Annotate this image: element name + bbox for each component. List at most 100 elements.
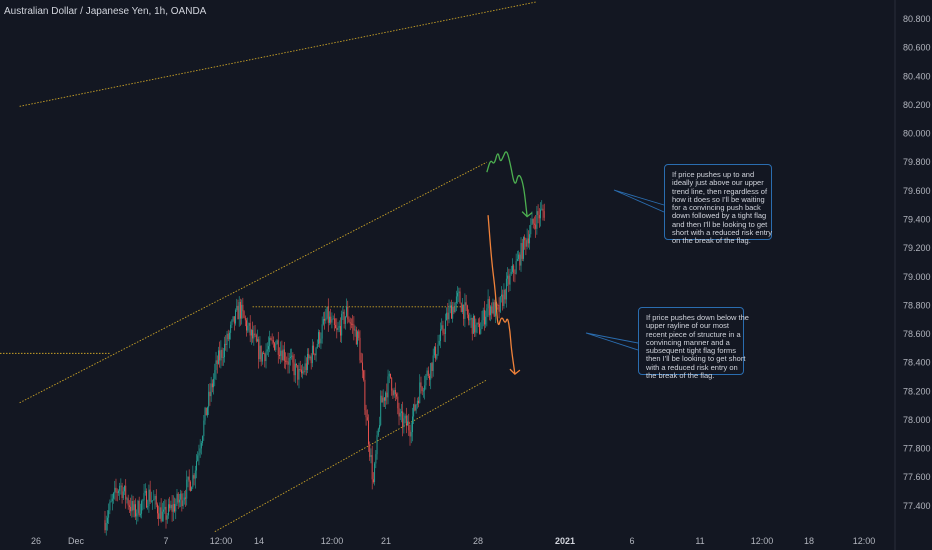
- candle-body: [482, 310, 484, 321]
- scenario-path-green[interactable]: [486, 151, 528, 217]
- candle-body: [396, 394, 398, 397]
- price-axis[interactable]: 80.800 80.600 80.400 80.200 80.000 79.800 79.6…: [903, 14, 931, 511]
- candle-body: [460, 303, 462, 312]
- candle-body: [169, 504, 171, 509]
- candle-body: [533, 223, 535, 225]
- price-tick-label: 77.400: [903, 501, 931, 511]
- candle-body: [524, 237, 526, 241]
- candle-body: [299, 369, 301, 370]
- annotation-text-line: short with a reduced risk entry: [672, 228, 773, 238]
- candle-body: [375, 454, 377, 464]
- candle-body: [451, 305, 452, 319]
- scenario-path-orange[interactable]: [487, 215, 516, 375]
- candle-body: [425, 375, 427, 386]
- candle-body: [542, 208, 544, 212]
- candle-body: [269, 337, 271, 347]
- candle-body: [144, 490, 146, 493]
- candle-body: [199, 448, 201, 453]
- candle-body: [523, 237, 524, 259]
- candle-body: [193, 475, 195, 479]
- candle-body: [197, 455, 199, 461]
- candle-body: [282, 349, 284, 361]
- time-tick-label: 12:00: [853, 536, 876, 546]
- candle-body: [535, 224, 537, 229]
- candle-body: [176, 493, 178, 505]
- time-tick-label: 7: [163, 536, 168, 546]
- candle-body: [150, 500, 152, 502]
- candle-body: [377, 428, 379, 436]
- candle-body: [510, 271, 512, 275]
- candle-body: [422, 390, 424, 392]
- candle-body: [459, 291, 461, 304]
- candle-body: [458, 291, 460, 293]
- time-axis[interactable]: 26 Dec 7 12:00 14 12:00 21 28 2021 6 11 12:00 18 12:0…: [31, 536, 875, 546]
- candle-body: [501, 294, 502, 297]
- candle-body: [369, 444, 371, 457]
- candle-body: [146, 490, 147, 508]
- candle-body: [226, 333, 228, 346]
- candle-body: [152, 500, 154, 502]
- annotation-text-line: down followed by a tight flag: [672, 211, 767, 221]
- candle-body: [330, 316, 332, 323]
- candle-body: [207, 407, 208, 416]
- candle-body: [133, 504, 135, 511]
- annotation-short-rayline[interactable]: If price pushes down below the upper rayl…: [638, 307, 749, 380]
- candle-body: [164, 506, 166, 510]
- candle-body: [247, 325, 249, 331]
- candle-body: [266, 349, 268, 352]
- lower-trendline[interactable]: [214, 379, 488, 533]
- candle-body: [410, 432, 412, 437]
- annotation-short-upper-trend[interactable]: If price pushes up to and ideally just ab…: [664, 164, 773, 245]
- candle-body: [142, 500, 144, 502]
- annotation-text-line: If price pushes up to and: [672, 170, 755, 179]
- candle-body: [391, 377, 393, 391]
- price-tick-label: 78.800: [903, 300, 931, 310]
- candle-body: [383, 397, 385, 401]
- candle-body: [209, 391, 211, 397]
- candle-body: [404, 415, 406, 419]
- candle-body: [260, 345, 262, 362]
- candle-body: [507, 275, 509, 279]
- time-tick-label: 12:00: [751, 536, 774, 546]
- candle-body: [343, 311, 345, 324]
- price-tick-label: 80.400: [903, 71, 931, 81]
- candle-body: [128, 505, 130, 507]
- candle-body: [167, 504, 169, 516]
- candle-body: [111, 498, 113, 502]
- candle-body: [298, 369, 300, 380]
- candle-body: [520, 243, 522, 266]
- candle-body: [237, 305, 239, 320]
- candle-body: [481, 320, 483, 329]
- candle-body: [221, 349, 223, 358]
- candle-body: [441, 325, 443, 330]
- candle-body: [504, 289, 506, 300]
- annotation-pointer-lower: [585, 332, 639, 351]
- arrowhead-orange: [509, 368, 521, 376]
- candle-body: [200, 443, 202, 449]
- candle-body: [172, 504, 174, 512]
- candle-body: [159, 507, 161, 519]
- candle-body: [346, 306, 348, 317]
- candle-body: [261, 353, 263, 362]
- candle-body: [158, 513, 160, 519]
- top-channel-line[interactable]: [19, 1, 537, 107]
- candle-body: [309, 356, 311, 359]
- candle-body: [291, 355, 293, 357]
- candle-body: [366, 417, 368, 421]
- candle-body: [470, 318, 472, 320]
- candle-body: [471, 318, 473, 334]
- time-tick-label: 2021: [555, 536, 575, 546]
- candle-body: [363, 370, 365, 380]
- annotation-text-line: and then I'll be looking to get: [672, 219, 768, 229]
- candle-body: [280, 350, 282, 356]
- candle-body: [318, 332, 319, 344]
- candle-body: [519, 254, 521, 266]
- upper-trendline[interactable]: [19, 161, 488, 404]
- price-tick-label: 77.800: [903, 444, 931, 454]
- candle-body: [386, 392, 388, 398]
- candle-body: [437, 344, 439, 355]
- annotation-text-line: subsequent tight flag forms: [646, 346, 737, 356]
- candle-body: [198, 452, 200, 456]
- candle-body: [246, 320, 247, 331]
